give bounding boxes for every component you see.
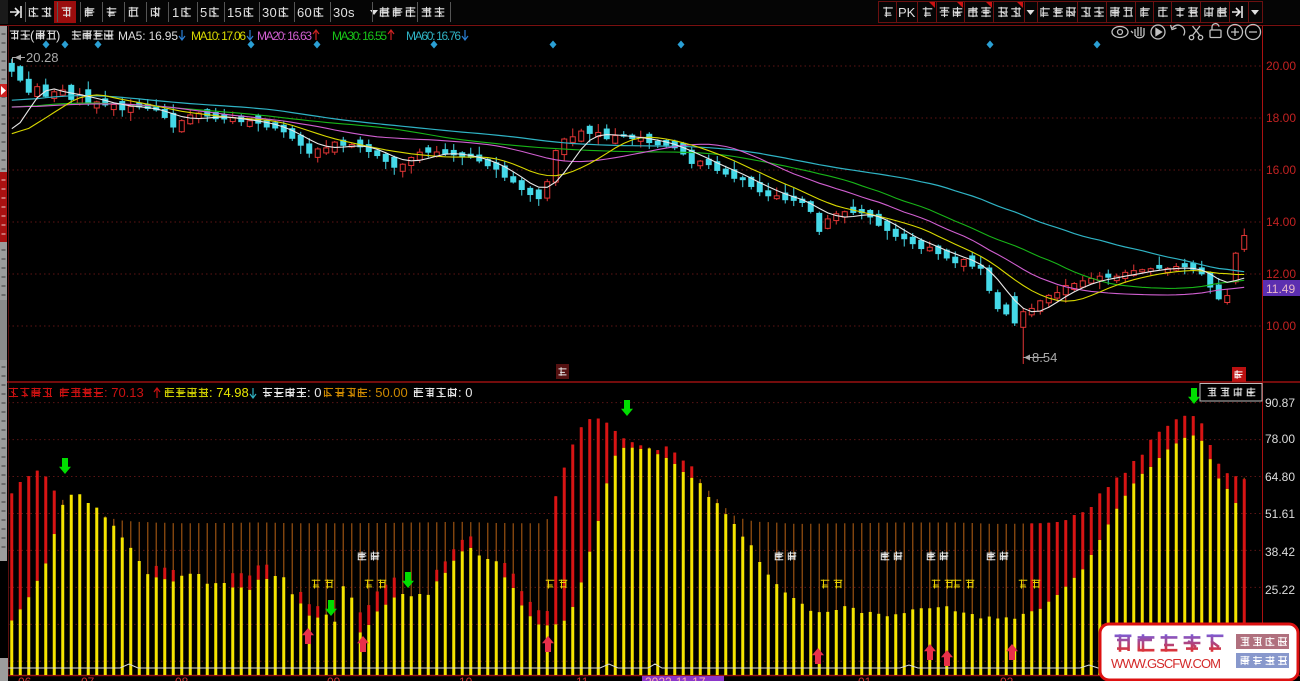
svg-text:14.00: 14.00 bbox=[1266, 215, 1296, 229]
svg-text:51.61: 51.61 bbox=[1265, 507, 1295, 521]
svg-text:MA20: 16.63: MA20: 16.63 bbox=[257, 29, 312, 43]
svg-text:0: 0 bbox=[270, 5, 277, 20]
svg-text:12.00: 12.00 bbox=[1266, 267, 1296, 281]
svg-text:3: 3 bbox=[333, 5, 340, 20]
svg-text:0: 0 bbox=[341, 5, 348, 20]
svg-text:02: 02 bbox=[1000, 675, 1014, 681]
svg-text:5: 5 bbox=[200, 5, 207, 20]
svg-text:MA5: 16.95: MA5: 16.95 bbox=[118, 29, 178, 43]
svg-text:PK: PK bbox=[898, 5, 916, 20]
svg-text:6: 6 bbox=[297, 5, 304, 20]
svg-text:MA30: 16.55: MA30: 16.55 bbox=[332, 29, 387, 43]
svg-text:90.87: 90.87 bbox=[1265, 396, 1295, 410]
svg-text:5: 5 bbox=[235, 5, 242, 20]
svg-text:10: 10 bbox=[459, 675, 473, 681]
svg-text:MA60: 16.76: MA60: 16.76 bbox=[406, 29, 461, 43]
svg-text:01: 01 bbox=[858, 675, 872, 681]
svg-text:: 50.00: : 50.00 bbox=[368, 385, 408, 400]
svg-text:1: 1 bbox=[172, 5, 179, 20]
svg-text:MA10: 17.06: MA10: 17.06 bbox=[191, 29, 246, 43]
svg-text:0: 0 bbox=[305, 5, 312, 20]
svg-text:3: 3 bbox=[262, 5, 269, 20]
svg-text:2022-11-17: 2022-11-17 bbox=[645, 675, 706, 681]
svg-text:78.00: 78.00 bbox=[1265, 432, 1295, 446]
svg-text:07: 07 bbox=[81, 675, 95, 681]
svg-text:18.00: 18.00 bbox=[1266, 111, 1296, 125]
svg-text:: 70.13: : 70.13 bbox=[104, 385, 144, 400]
svg-text:20.28: 20.28 bbox=[26, 50, 59, 65]
svg-text:1: 1 bbox=[227, 5, 234, 20]
svg-text:): ) bbox=[56, 28, 60, 43]
svg-text:11.49: 11.49 bbox=[1266, 282, 1295, 296]
svg-text:s: s bbox=[348, 5, 355, 20]
svg-text:11: 11 bbox=[576, 675, 589, 681]
svg-text:(: ( bbox=[30, 28, 35, 43]
svg-text:8.54: 8.54 bbox=[1032, 350, 1057, 365]
svg-text:10.00: 10.00 bbox=[1266, 319, 1296, 333]
svg-text:06: 06 bbox=[18, 675, 32, 681]
svg-text:20.00: 20.00 bbox=[1266, 59, 1296, 73]
svg-text:09: 09 bbox=[327, 675, 341, 681]
svg-text:: 74.98: : 74.98 bbox=[209, 385, 249, 400]
svg-text:: 0: : 0 bbox=[307, 385, 321, 400]
svg-text:16.00: 16.00 bbox=[1266, 163, 1296, 177]
svg-text:38.42: 38.42 bbox=[1265, 545, 1295, 559]
svg-text:08: 08 bbox=[175, 675, 189, 681]
svg-text:64.80: 64.80 bbox=[1265, 470, 1295, 484]
svg-text:: 0: : 0 bbox=[458, 385, 472, 400]
svg-text:25.22: 25.22 bbox=[1265, 583, 1295, 597]
svg-text:WWW.GSCFW.COM: WWW.GSCFW.COM bbox=[1111, 656, 1221, 671]
